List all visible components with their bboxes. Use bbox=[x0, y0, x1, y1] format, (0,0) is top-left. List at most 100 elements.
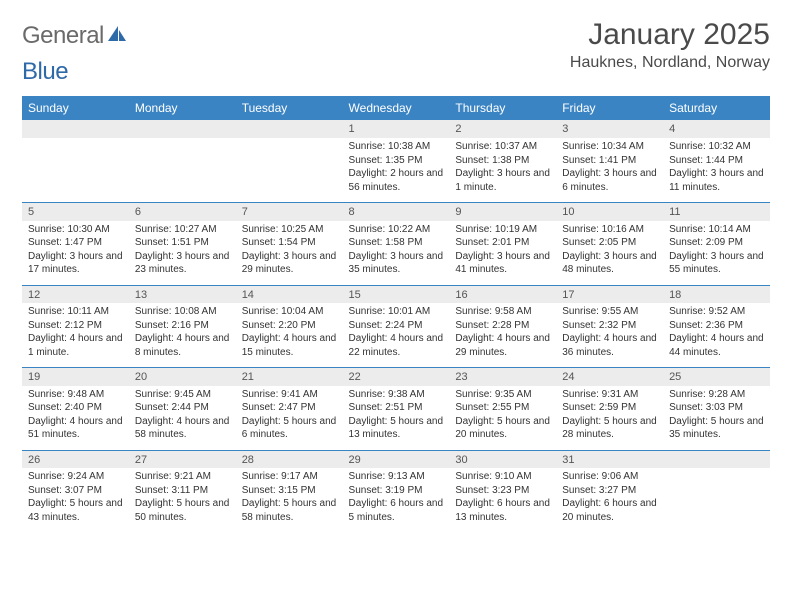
sunset-text: Sunset: 2:36 PM bbox=[669, 319, 764, 333]
sunrise-text: Sunrise: 10:25 AM bbox=[242, 223, 337, 237]
sunrise-text: Sunrise: 9:38 AM bbox=[349, 388, 444, 402]
day-cell: Sunrise: 9:52 AMSunset: 2:36 PMDaylight:… bbox=[663, 303, 770, 368]
daylight-text: Daylight: 5 hours and 43 minutes. bbox=[28, 497, 123, 524]
sunset-text: Sunset: 2:59 PM bbox=[562, 401, 657, 415]
detail-row: Sunrise: 10:38 AMSunset: 1:35 PMDaylight… bbox=[22, 138, 770, 203]
day-cell: Sunrise: 9:21 AMSunset: 3:11 PMDaylight:… bbox=[129, 468, 236, 532]
daylight-text: Daylight: 5 hours and 20 minutes. bbox=[455, 415, 550, 442]
day-cell: Sunrise: 9:48 AMSunset: 2:40 PMDaylight:… bbox=[22, 386, 129, 451]
day-cell: Sunrise: 9:31 AMSunset: 2:59 PMDaylight:… bbox=[556, 386, 663, 451]
logo-text-2: Blue bbox=[22, 58, 68, 86]
sunset-text: Sunset: 3:19 PM bbox=[349, 484, 444, 498]
sunset-text: Sunset: 2:24 PM bbox=[349, 319, 444, 333]
weekday-head: Saturday bbox=[663, 96, 770, 120]
sunrise-text: Sunrise: 10:01 AM bbox=[349, 305, 444, 319]
weekday-head: Wednesday bbox=[343, 96, 450, 120]
daylight-text: Daylight: 4 hours and 44 minutes. bbox=[669, 332, 764, 359]
daylight-text: Daylight: 6 hours and 20 minutes. bbox=[562, 497, 657, 524]
day-cell: Sunrise: 9:58 AMSunset: 2:28 PMDaylight:… bbox=[449, 303, 556, 368]
sunrise-text: Sunrise: 10:16 AM bbox=[562, 223, 657, 237]
daynum-row: 26 27 28 29 30 31 bbox=[22, 450, 770, 468]
sunset-text: Sunset: 3:23 PM bbox=[455, 484, 550, 498]
sunrise-text: Sunrise: 9:52 AM bbox=[669, 305, 764, 319]
daynum-row: 19 20 21 22 23 24 25 bbox=[22, 368, 770, 386]
day-number: 30 bbox=[449, 450, 556, 468]
sunset-text: Sunset: 2:09 PM bbox=[669, 236, 764, 250]
detail-row: Sunrise: 9:48 AMSunset: 2:40 PMDaylight:… bbox=[22, 386, 770, 451]
day-number bbox=[236, 120, 343, 138]
day-cell: Sunrise: 10:22 AMSunset: 1:58 PMDaylight… bbox=[343, 221, 450, 286]
day-cell: Sunrise: 9:38 AMSunset: 2:51 PMDaylight:… bbox=[343, 386, 450, 451]
day-cell bbox=[129, 138, 236, 203]
day-number: 13 bbox=[129, 285, 236, 303]
title-block: January 2025 Hauknes, Nordland, Norway bbox=[570, 18, 770, 72]
detail-row: Sunrise: 10:11 AMSunset: 2:12 PMDaylight… bbox=[22, 303, 770, 368]
sunrise-text: Sunrise: 9:28 AM bbox=[669, 388, 764, 402]
day-cell: Sunrise: 10:27 AMSunset: 1:51 PMDaylight… bbox=[129, 221, 236, 286]
sunset-text: Sunset: 2:40 PM bbox=[28, 401, 123, 415]
daynum-row: 12 13 14 15 16 17 18 bbox=[22, 285, 770, 303]
day-number: 20 bbox=[129, 368, 236, 386]
daylight-text: Daylight: 4 hours and 58 minutes. bbox=[135, 415, 230, 442]
day-cell bbox=[22, 138, 129, 203]
sunrise-text: Sunrise: 9:45 AM bbox=[135, 388, 230, 402]
sunset-text: Sunset: 2:20 PM bbox=[242, 319, 337, 333]
sunset-text: Sunset: 1:38 PM bbox=[455, 154, 550, 168]
daylight-text: Daylight: 3 hours and 48 minutes. bbox=[562, 250, 657, 277]
sunrise-text: Sunrise: 9:21 AM bbox=[135, 470, 230, 484]
sunrise-text: Sunrise: 10:04 AM bbox=[242, 305, 337, 319]
day-number: 12 bbox=[22, 285, 129, 303]
daylight-text: Daylight: 3 hours and 17 minutes. bbox=[28, 250, 123, 277]
daylight-text: Daylight: 4 hours and 8 minutes. bbox=[135, 332, 230, 359]
day-cell: Sunrise: 9:10 AMSunset: 3:23 PMDaylight:… bbox=[449, 468, 556, 532]
day-cell: Sunrise: 10:38 AMSunset: 1:35 PMDaylight… bbox=[343, 138, 450, 203]
day-number: 19 bbox=[22, 368, 129, 386]
day-cell: Sunrise: 10:37 AMSunset: 1:38 PMDaylight… bbox=[449, 138, 556, 203]
sunrise-text: Sunrise: 10:38 AM bbox=[349, 140, 444, 154]
day-cell: Sunrise: 10:32 AMSunset: 1:44 PMDaylight… bbox=[663, 138, 770, 203]
day-cell: Sunrise: 10:14 AMSunset: 2:09 PMDaylight… bbox=[663, 221, 770, 286]
sunrise-text: Sunrise: 10:27 AM bbox=[135, 223, 230, 237]
daylight-text: Daylight: 4 hours and 51 minutes. bbox=[28, 415, 123, 442]
day-cell bbox=[663, 468, 770, 532]
day-cell: Sunrise: 10:01 AMSunset: 2:24 PMDaylight… bbox=[343, 303, 450, 368]
sunset-text: Sunset: 2:01 PM bbox=[455, 236, 550, 250]
daylight-text: Daylight: 3 hours and 41 minutes. bbox=[455, 250, 550, 277]
sunset-text: Sunset: 2:47 PM bbox=[242, 401, 337, 415]
day-number: 1 bbox=[343, 120, 450, 138]
day-number: 29 bbox=[343, 450, 450, 468]
sunrise-text: Sunrise: 9:35 AM bbox=[455, 388, 550, 402]
day-number: 2 bbox=[449, 120, 556, 138]
detail-row: Sunrise: 10:30 AMSunset: 1:47 PMDaylight… bbox=[22, 221, 770, 286]
daylight-text: Daylight: 5 hours and 28 minutes. bbox=[562, 415, 657, 442]
day-number bbox=[663, 450, 770, 468]
day-number: 4 bbox=[663, 120, 770, 138]
sunset-text: Sunset: 2:55 PM bbox=[455, 401, 550, 415]
daylight-text: Daylight: 5 hours and 35 minutes. bbox=[669, 415, 764, 442]
day-number: 5 bbox=[22, 203, 129, 221]
day-number: 14 bbox=[236, 285, 343, 303]
day-cell: Sunrise: 10:25 AMSunset: 1:54 PMDaylight… bbox=[236, 221, 343, 286]
day-number: 3 bbox=[556, 120, 663, 138]
day-number: 16 bbox=[449, 285, 556, 303]
sunset-text: Sunset: 2:16 PM bbox=[135, 319, 230, 333]
sunset-text: Sunset: 1:54 PM bbox=[242, 236, 337, 250]
day-number: 26 bbox=[22, 450, 129, 468]
day-cell: Sunrise: 9:24 AMSunset: 3:07 PMDaylight:… bbox=[22, 468, 129, 532]
sunset-text: Sunset: 1:41 PM bbox=[562, 154, 657, 168]
day-cell: Sunrise: 9:13 AMSunset: 3:19 PMDaylight:… bbox=[343, 468, 450, 532]
weekday-head: Tuesday bbox=[236, 96, 343, 120]
location-text: Hauknes, Nordland, Norway bbox=[570, 54, 770, 72]
daylight-text: Daylight: 3 hours and 23 minutes. bbox=[135, 250, 230, 277]
day-cell: Sunrise: 10:04 AMSunset: 2:20 PMDaylight… bbox=[236, 303, 343, 368]
day-number: 21 bbox=[236, 368, 343, 386]
logo-text-1: General bbox=[22, 22, 104, 50]
sunrise-text: Sunrise: 10:08 AM bbox=[135, 305, 230, 319]
logo: General bbox=[22, 18, 130, 50]
day-number bbox=[22, 120, 129, 138]
sunrise-text: Sunrise: 9:17 AM bbox=[242, 470, 337, 484]
sunrise-text: Sunrise: 10:34 AM bbox=[562, 140, 657, 154]
daylight-text: Daylight: 4 hours and 36 minutes. bbox=[562, 332, 657, 359]
day-cell: Sunrise: 9:45 AMSunset: 2:44 PMDaylight:… bbox=[129, 386, 236, 451]
day-number: 6 bbox=[129, 203, 236, 221]
